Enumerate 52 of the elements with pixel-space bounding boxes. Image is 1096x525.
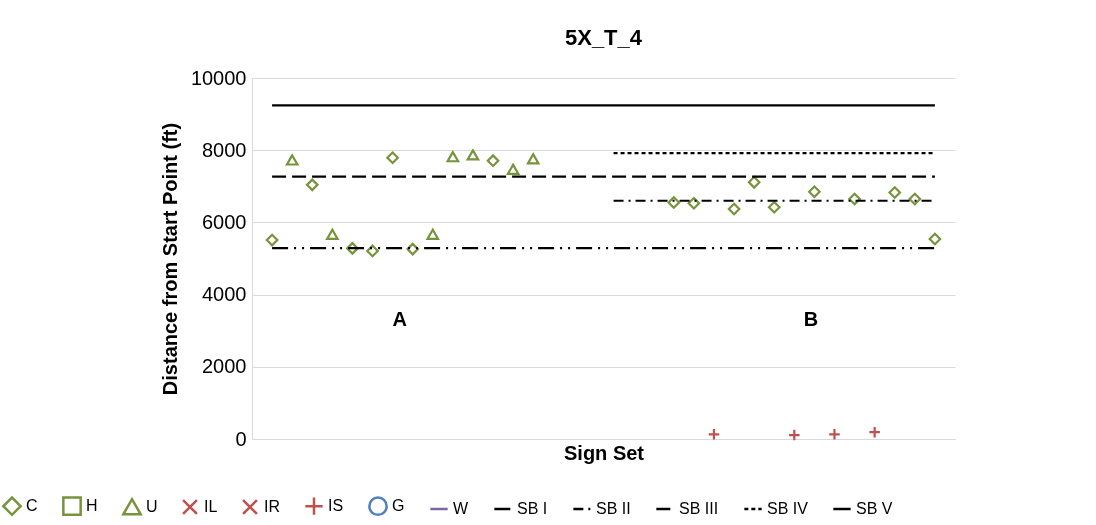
point [687,196,701,210]
legend-label: SB IV [767,500,809,517]
point [888,186,902,199]
y-tick-label: 6000 [202,210,247,233]
y-tick-label: 0 [235,427,247,450]
legend-label: W [453,500,469,517]
point [426,228,440,240]
point [868,425,881,439]
legend-label: U [146,497,158,515]
annotation: B [803,307,819,330]
point [767,200,781,214]
point [908,192,922,206]
y-tick-label: 4000 [202,283,247,306]
legend-label: SB V [856,500,893,517]
point [828,427,841,441]
point [848,192,861,206]
point [386,151,399,165]
legend-label: C [26,497,38,515]
legend-label: H [86,497,98,515]
point [285,154,299,166]
legend-label: SB II [596,500,631,517]
annotation: A [392,307,407,330]
point [265,233,279,247]
legend-label: IL [204,498,218,516]
point [727,202,741,216]
point [406,242,420,256]
y-tick-label: 8000 [202,138,247,161]
point [466,149,480,161]
legend-label: IS [328,497,344,515]
legend-label: SB III [679,500,719,517]
point [305,178,319,192]
chart-title: 5X_T_4 [564,25,643,50]
point [928,232,942,246]
point [486,154,500,168]
y-tick-label: 10000 [190,66,247,89]
y-axis-title: Distance from Start Point (ft) [158,122,181,396]
point [667,196,681,209]
point [446,151,460,163]
point [747,175,761,189]
point [346,242,359,255]
point [808,185,821,199]
legend-label: G [392,497,405,515]
point [787,428,801,442]
y-tick-label: 2000 [202,355,247,378]
legend-label: SB I [517,500,548,517]
point [326,228,339,240]
point [707,427,721,441]
point [366,244,379,258]
point [526,153,540,165]
point [506,163,520,175]
legend-label: IR [264,498,280,516]
x-axis-title: Sign Set [563,441,645,464]
